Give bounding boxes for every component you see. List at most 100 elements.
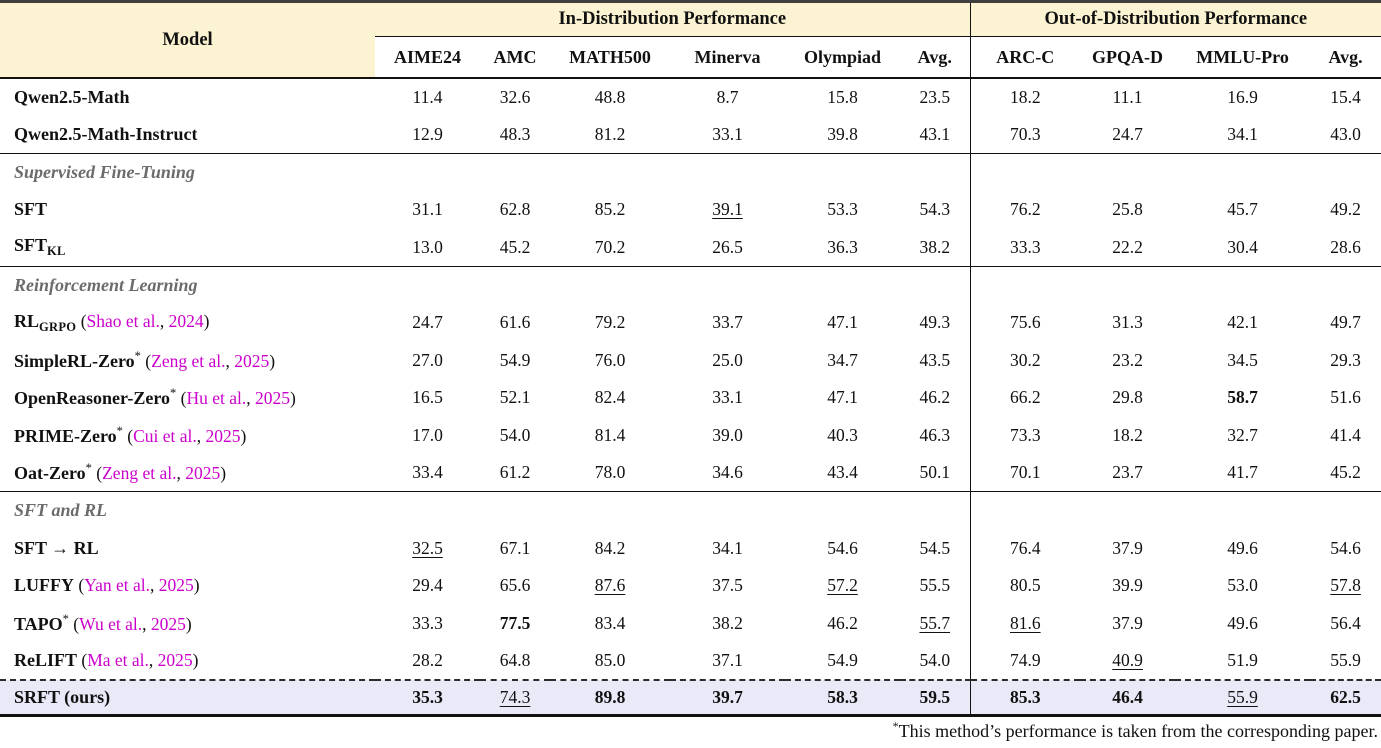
column-header-amc: AMC [480,36,550,79]
model-name-label: SFT [14,235,48,255]
footnote-reference-asterisk: * [85,461,92,475]
model-name: OpenReasoner-Zero* (Hu et al., 2025) [0,379,375,417]
metric-value: 31.3 [1112,312,1143,333]
table-body: Qwen2.5-Math 11.4 32.6 48.8 8.7 15.8 23.5 18.2 1… [0,78,1381,716]
model-name-label: ReLIFT [14,649,77,670]
citation-author-link[interactable]: Wu et al. [79,613,143,634]
metric-value: 45.2 [480,228,550,267]
metric-value: 34.1 [712,537,743,558]
metric-value: 54.9 [499,349,531,370]
metric-value: 43.1 [900,115,971,154]
table-row: SFTKL 13.0 45.2 70.2 26.5 36.3 38.2 33.3 22.2 30.… [0,228,1381,267]
metric-value: 82.4 [594,387,626,408]
metric-value: 18.2 [1112,424,1143,445]
metric-value: 58.7 [1227,387,1258,408]
metric-value: 84.2 [594,537,626,558]
metric-value: 53.0 [1227,575,1258,596]
metric-value: 55.9 [1310,642,1381,681]
model-name: TAPO* (Wu et al., 2025) [0,605,375,643]
metric-value: 57.2 [827,575,858,596]
metric-value: 38.2 [712,612,743,633]
metric-value: 47.1 [827,312,858,333]
table-row: Qwen2.5-Math 11.4 32.6 48.8 8.7 15.8 23.5 18.2 1… [0,78,1381,116]
metric-value: 45.2 [1310,454,1381,492]
section-header: Reinforcement Learning [14,274,198,295]
citation-year-link[interactable]: 2025 [158,575,194,596]
citation-author-link[interactable]: Yan et al. [84,575,150,596]
metric-value: 11.1 [1112,86,1143,107]
metric-value: 13.0 [375,228,480,267]
citation-year-link[interactable]: 2025 [185,463,221,483]
metric-value: 59.5 [900,679,971,716]
metric-value: 33.4 [375,454,480,492]
citation-author-link[interactable]: Ma et al. [87,649,149,670]
section-row-spacer [969,153,1381,191]
metric-value: 15.8 [827,86,858,107]
metric-value: 23.7 [1080,454,1176,492]
metric-value: 77.5 [499,612,531,633]
metric-value: 32.5 [412,537,443,558]
metric-value: 56.4 [1330,612,1361,633]
citation-author-link[interactable]: Cui et al. [133,425,197,446]
metric-value: 34.5 [1227,349,1258,370]
citation-author-link[interactable]: Hu et al. [186,388,247,409]
metric-value: 39.8 [785,115,900,154]
metric-value: 34.7 [827,349,858,370]
metric-value: 8.7 [716,86,739,107]
citation-author-link[interactable]: Zeng et al. [102,463,177,483]
benchmark-results-table: Model In-Distribution Performance Out-of… [0,0,1381,717]
metric-value: 70.3 [969,115,1081,154]
citation-year-link[interactable]: 2025 [205,425,241,446]
model-name-label: SFT → RL [14,537,99,558]
model-name: SFT → RL [0,530,375,568]
metric-value: 29.8 [1112,387,1143,408]
metric-value: 34.6 [670,454,785,492]
citation-author-link[interactable]: Shao et al. [86,310,160,331]
table-row: SFT 31.1 62.8 85.2 39.1 53.3 54.3 76.2 25.8 45.7 4… [0,191,1381,229]
metric-value: 46.4 [1080,679,1176,716]
metric-value: 30.4 [1175,228,1311,267]
citation: (Zeng et al., 2025) [140,350,276,371]
section-header: Supervised Fine-Tuning [14,161,195,182]
citation-year-link[interactable]: 2025 [150,613,186,634]
citation-year-link[interactable]: 2025 [157,649,193,670]
metric-value: 81.4 [594,424,626,445]
model-name-subscript: GRPO [39,319,77,334]
citation: (Ma et al., 2025) [77,649,199,670]
metric-value: 25.0 [712,349,743,370]
metric-value: 54.9 [785,642,900,681]
metric-value: 62.5 [1310,679,1381,716]
metric-value: 16.5 [412,387,443,408]
metric-value: 37.9 [1112,612,1143,633]
metric-value: 16.9 [1227,86,1258,107]
metric-value: 62.8 [499,199,531,220]
footnote-reference-asterisk: * [62,611,69,626]
metric-value: 85.0 [550,642,670,681]
metric-value: 40.3 [827,424,858,445]
metric-value: 55.7 [919,612,951,633]
section-row: Supervised Fine-Tuning [0,153,1381,191]
citation-year-link[interactable]: 2024 [168,310,204,331]
metric-value: 64.8 [480,642,550,681]
citation: (Yan et al., 2025) [74,575,200,596]
metric-value: 85.2 [594,199,626,220]
metric-value: 76.0 [594,349,626,370]
metric-value: 43.5 [919,349,951,370]
metric-value: 70.2 [550,228,670,267]
model-name: LUFFY (Yan et al., 2025) [0,567,375,605]
citation-year-link[interactable]: 2025 [254,388,290,409]
model-name-label: OpenReasoner-Zero [14,388,170,409]
metric-value: 29.3 [1330,349,1361,370]
citation-year-link[interactable]: 2025 [234,350,270,371]
metric-value: 37.5 [712,575,743,596]
model-name-label: LUFFY [14,575,74,596]
metric-value: 25.8 [1112,199,1143,220]
model-name-label: TAPO [14,613,63,634]
metric-value: 37.1 [670,642,785,681]
metric-value: 78.0 [550,454,670,492]
table-row: Oat-Zero* (Zeng et al., 2025) 33.4 61.2 78.… [0,454,1381,492]
footnote-asterisk: * [892,719,899,733]
column-header-math500: MATH500 [550,36,670,79]
citation-author-link[interactable]: Zeng et al. [151,350,226,371]
